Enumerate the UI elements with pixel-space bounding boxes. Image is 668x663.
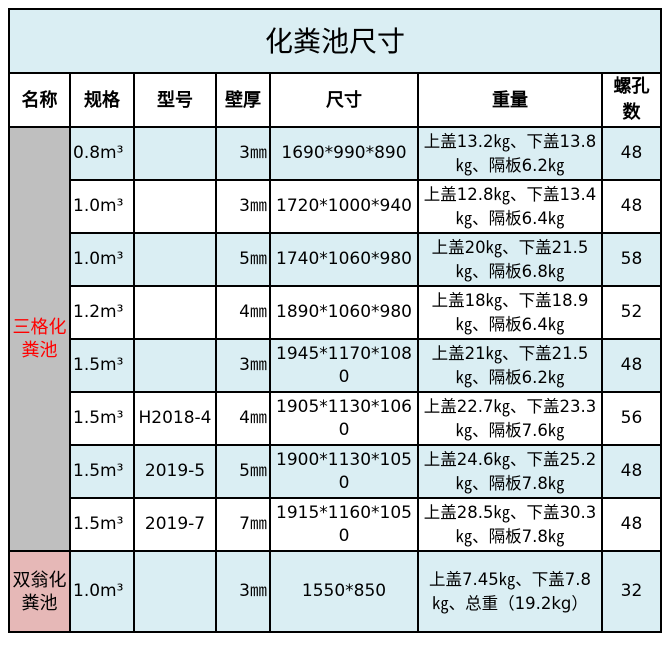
table-row: 1.0m³ 3㎜ 1720*1000*940 上盖12.8㎏、下盖13.4㎏、隔板6.… — [9, 179, 662, 234]
spec-cell: 1.5m³ — [69, 497, 135, 552]
group-name: 三格化粪池 — [8, 126, 71, 552]
weight-cell: 上盖12.8㎏、下盖13.4㎏、隔板6.4㎏ — [417, 179, 603, 234]
weight-cell: 上盖21㎏、下盖21.5㎏、隔板6.2㎏ — [417, 338, 603, 393]
weight-cell: 上盖18㎏、下盖18.9㎏、隔板6.4㎏ — [417, 285, 603, 340]
thickness-cell: 5㎜ — [215, 232, 271, 287]
thickness-cell: 3㎜ — [215, 550, 271, 633]
header-model: 型号 — [133, 72, 217, 128]
size-cell: 1915*1160*1050 — [269, 497, 419, 552]
spec-cell: 1.2m³ — [69, 285, 135, 340]
holes-cell: 48 — [601, 497, 662, 552]
holes-cell: 48 — [601, 179, 662, 234]
size-cell: 1550*850 — [269, 550, 419, 633]
thickness-cell: 3㎜ — [215, 179, 271, 234]
table-row: 1.2m³ 4㎜ 1890*1060*980 上盖18㎏、下盖18.9㎏、隔板6.4㎏… — [9, 285, 662, 340]
size-cell: 1740*1060*980 — [269, 232, 419, 287]
holes-cell: 56 — [601, 391, 662, 446]
size-cell: 1720*1000*940 — [269, 179, 419, 234]
table-row: 1.5m³ 3㎜ 1945*1170*1080 上盖21㎏、下盖21.5㎏、隔板6.2… — [9, 338, 662, 393]
thickness-cell: 7㎜ — [215, 497, 271, 552]
model-cell — [133, 179, 217, 234]
model-cell — [133, 126, 217, 181]
holes-cell: 32 — [601, 550, 662, 633]
header-weight: 重量 — [417, 72, 603, 128]
table-row: 双翁化粪池 1.0m³ 3㎜ 1550*850 上盖7.45㎏、下盖7.8㎏、总重（19… — [8, 550, 662, 633]
model-cell — [133, 338, 217, 393]
holes-cell: 52 — [601, 285, 662, 340]
size-cell: 1890*1060*980 — [269, 285, 419, 340]
weight-cell: 上盖22.7㎏、下盖23.3㎏、隔板7.6㎏ — [417, 391, 603, 446]
model-cell: 2019-7 — [133, 497, 217, 552]
spec-cell: 0.8m³ — [69, 126, 135, 181]
size-cell: 1945*1170*1080 — [269, 338, 419, 393]
size-cell: 1900*1130*1050 — [269, 444, 419, 499]
model-cell: H2018-4 — [133, 391, 217, 446]
spec-cell: 1.5m³ — [69, 391, 135, 446]
header-thickness: 壁厚 — [215, 72, 271, 128]
thickness-cell: 5㎜ — [215, 444, 271, 499]
holes-cell: 48 — [601, 338, 662, 393]
thickness-cell: 3㎜ — [215, 338, 271, 393]
weight-cell: 上盖7.45㎏、下盖7.8㎏、总重（19.2kg） — [417, 550, 603, 633]
header-name: 名称 — [8, 72, 71, 128]
table-row: 1.5m³ H2018-4 4㎜ 1905*1130*1060 上盖22.7㎏、下盖23… — [9, 391, 662, 446]
thickness-cell: 3㎜ — [215, 126, 271, 181]
table-row: 1.5m³ 2019-5 5㎜ 1900*1130*1050 上盖24.6㎏、下盖25.… — [9, 444, 662, 499]
spec-cell: 1.5m³ — [69, 338, 135, 393]
spec-cell: 1.0m³ — [69, 550, 135, 633]
table-row: 1.5m³ 2019-7 7㎜ 1915*1160*1050 上盖28.5㎏、下盖30.… — [9, 497, 662, 552]
holes-cell: 48 — [601, 126, 662, 181]
model-cell — [133, 285, 217, 340]
holes-cell: 48 — [601, 444, 662, 499]
spec-cell: 1.0m³ — [69, 179, 135, 234]
size-cell: 1690*990*890 — [269, 126, 419, 181]
thickness-cell: 4㎜ — [215, 285, 271, 340]
header-spec: 规格 — [69, 72, 135, 128]
model-cell — [133, 550, 217, 633]
model-cell: 2019-5 — [133, 444, 217, 499]
header-row: 名称 规格 型号 壁厚 尺寸 重量 螺孔数 — [8, 72, 662, 128]
weight-cell: 上盖28.5㎏、下盖30.3㎏、隔板7.8㎏ — [417, 497, 603, 552]
table-row: 1.0m³ 5㎜ 1740*1060*980 上盖20㎏、下盖21.5㎏、隔板6.8㎏… — [9, 232, 662, 287]
table-row: 三格化粪池 0.8m³ 3㎜ 1690*990*890 上盖13.2㎏、下盖13.8㎏、… — [8, 126, 662, 552]
group-name: 双翁化粪池 — [8, 550, 71, 633]
septic-tank-size-table: 化粪池尺寸 名称 规格 型号 壁厚 尺寸 重量 螺孔数 三格化粪池 0.8m³ 3㎜… — [8, 8, 662, 633]
header-holes: 螺孔数 — [601, 72, 662, 128]
spec-cell: 1.5m³ — [69, 444, 135, 499]
model-cell — [133, 232, 217, 287]
thickness-cell: 4㎜ — [215, 391, 271, 446]
size-cell: 1905*1130*1060 — [269, 391, 419, 446]
weight-cell: 上盖20㎏、下盖21.5㎏、隔板6.8㎏ — [417, 232, 603, 287]
header-size: 尺寸 — [269, 72, 419, 128]
weight-cell: 上盖13.2㎏、下盖13.8㎏、隔板6.2㎏ — [417, 126, 603, 181]
weight-cell: 上盖24.6㎏、下盖25.2㎏、隔板7.8㎏ — [417, 444, 603, 499]
holes-cell: 58 — [601, 232, 662, 287]
spec-cell: 1.0m³ — [69, 232, 135, 287]
table-title: 化粪池尺寸 — [8, 8, 662, 74]
